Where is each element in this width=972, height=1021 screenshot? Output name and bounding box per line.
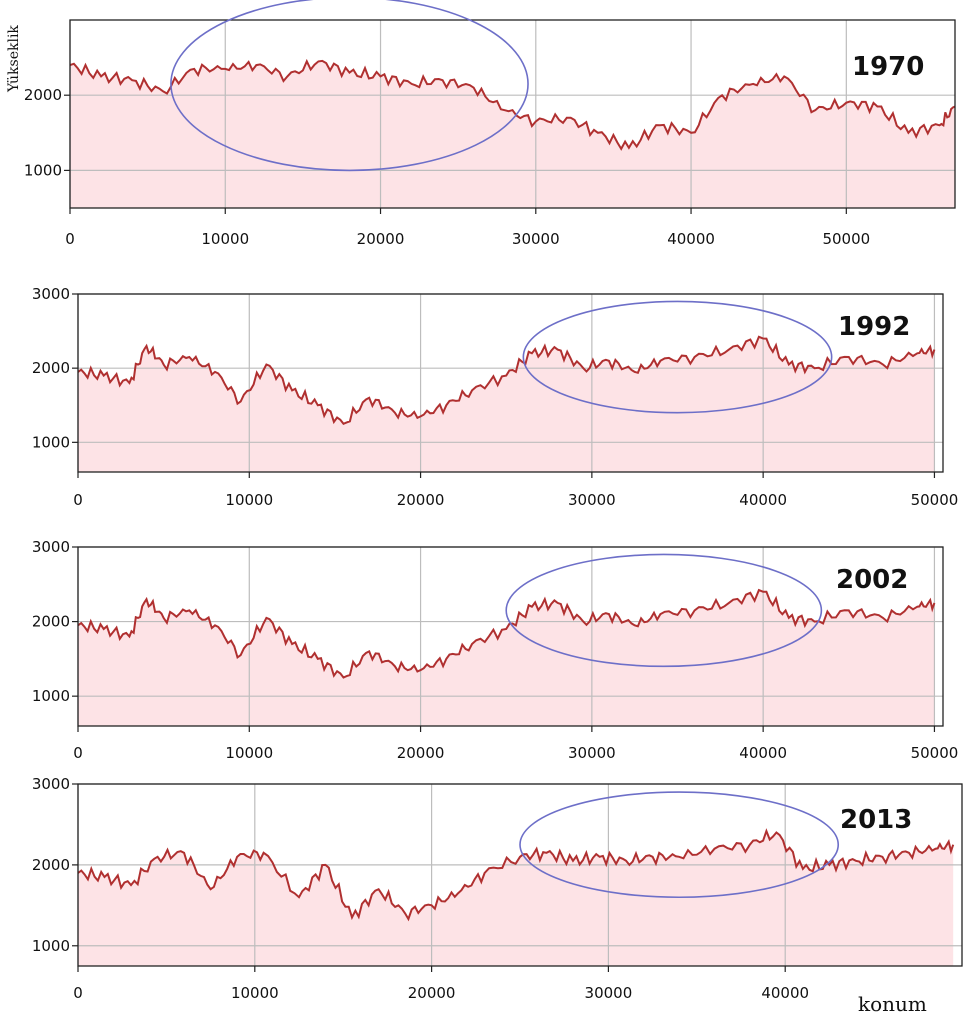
plot-frame (77, 546, 944, 727)
plot-frame (77, 783, 963, 967)
x-tick-label: 20000 (408, 984, 456, 1002)
panel-year-label: 1970 (852, 52, 924, 82)
panel-1992: 0 10000 20000 30000 40000 50000 1000 2000 3000 19… (32, 285, 958, 509)
x-tick-label: 0 (73, 984, 83, 1002)
y-tick-label: 1000 (24, 161, 62, 179)
x-axis-label: konum (858, 992, 927, 1016)
x-tick-label: 30000 (585, 984, 633, 1002)
panel-year-label: 2002 (836, 565, 908, 595)
x-tick-label: 50000 (822, 230, 870, 248)
x-tick-label: 20000 (357, 230, 405, 248)
highlight-ellipse (522, 300, 833, 414)
panel-1970: 0 10000 20000 30000 40000 50000 1000 2000 1970 (24, 0, 956, 248)
x-tick-label: 30000 (512, 230, 560, 248)
elevation-area (78, 590, 935, 726)
y-tick-label: 2000 (32, 613, 70, 631)
y-tick-label: 3000 (32, 775, 70, 793)
y-tick-label: 3000 (32, 285, 70, 303)
x-tick-label: 40000 (761, 984, 809, 1002)
plot-frame (77, 293, 944, 473)
y-axis-label: Yükseklik (6, 25, 22, 93)
panel-year-label: 2013 (840, 805, 912, 835)
x-tick-label: 40000 (667, 230, 715, 248)
elevation-area (78, 336, 935, 472)
x-tick-label: 30000 (568, 491, 616, 509)
x-tick-label: 10000 (231, 984, 279, 1002)
y-tick-label: 1000 (32, 687, 70, 705)
x-tick-label: 0 (73, 744, 83, 762)
y-tick-label: 2000 (32, 359, 70, 377)
x-tick-label: 40000 (739, 491, 787, 509)
y-tick-label: 1000 (32, 937, 70, 955)
panel-year-label: 1992 (838, 312, 910, 342)
elevation-line (77, 335, 936, 426)
panel-2002: 0 10000 20000 30000 40000 50000 1000 2000 3000 20… (32, 538, 958, 762)
elevation-line (77, 588, 936, 679)
elevation-area (70, 60, 955, 209)
x-tick-label: 0 (65, 230, 75, 248)
elevation-line (69, 58, 956, 151)
x-tick-label: 10000 (225, 491, 273, 509)
x-tick-label: 50000 (911, 491, 959, 509)
highlight-ellipse (170, 0, 529, 172)
panel-2013: 0 10000 20000 30000 40000 1000 2000 3000 2013 (32, 775, 963, 1002)
x-tick-label: 50000 (911, 744, 959, 762)
x-tick-label: 10000 (225, 744, 273, 762)
y-tick-label: 1000 (32, 433, 70, 451)
highlight-ellipse (505, 553, 823, 668)
highlight-ellipse (519, 791, 840, 899)
x-tick-label: 20000 (397, 491, 445, 509)
y-tick-label: 2000 (24, 86, 62, 104)
x-tick-label: 30000 (568, 744, 616, 762)
x-tick-label: 10000 (201, 230, 249, 248)
y-tick-label: 2000 (32, 856, 70, 874)
x-tick-label: 40000 (739, 744, 787, 762)
y-tick-label: 3000 (32, 538, 70, 556)
x-tick-label: 0 (73, 491, 83, 509)
x-tick-label: 20000 (397, 744, 445, 762)
plot-frame (69, 19, 956, 209)
